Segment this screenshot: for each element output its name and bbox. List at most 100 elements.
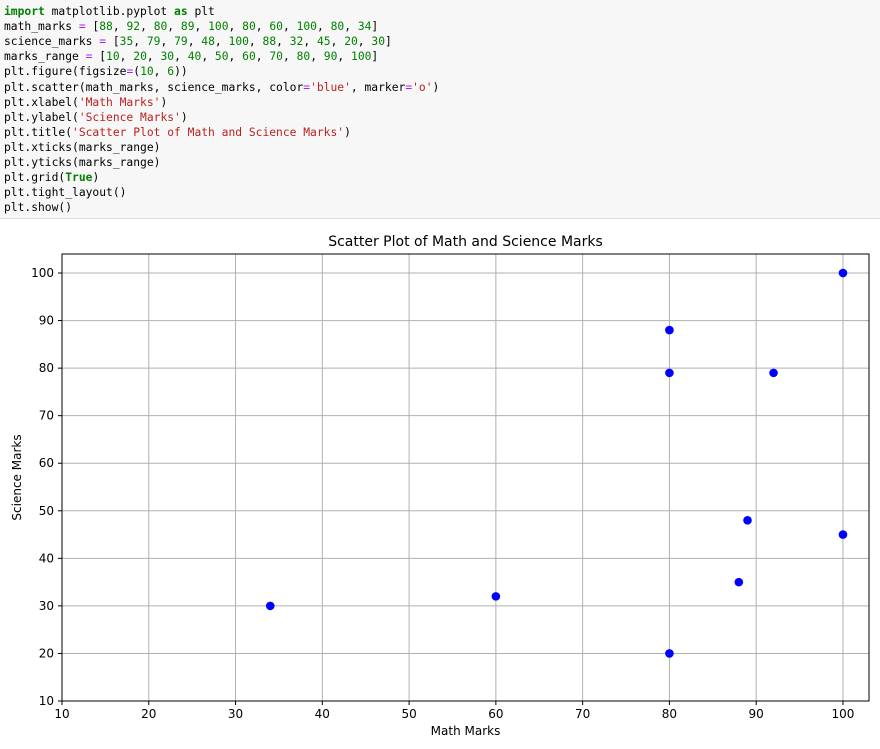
code-token: = xyxy=(303,80,311,94)
code-token: ) xyxy=(180,110,188,124)
code-token: 70 xyxy=(269,50,283,64)
code-token: 90 xyxy=(323,50,338,64)
code-token: 92 xyxy=(126,20,141,34)
code-token: , xyxy=(255,20,270,34)
scatter-point xyxy=(743,515,752,525)
code-token: 'Math Marks' xyxy=(78,95,161,109)
code-token: = xyxy=(78,20,86,34)
code-token: 89 xyxy=(180,20,195,34)
code-token: 6 xyxy=(167,65,175,79)
code-token: 79 xyxy=(146,35,161,49)
scatter-point xyxy=(491,592,501,601)
code-token: , xyxy=(316,20,331,34)
code-token: , xyxy=(160,35,175,49)
code-token: , xyxy=(330,35,345,49)
code-line: plt.xticks(marks_range) xyxy=(4,140,160,155)
code-token: 45 xyxy=(316,35,331,49)
code-token: science_marks xyxy=(4,35,100,49)
code-token: plt.grid( xyxy=(4,171,66,185)
code-line: plt.figure(figsize=(10, 6)) xyxy=(4,64,188,79)
code-token: , xyxy=(310,50,324,64)
code-token: plt xyxy=(187,5,215,18)
code-token: = xyxy=(99,35,107,49)
code-token: ( xyxy=(133,65,141,79)
scatter-point xyxy=(769,368,778,378)
x-tick-label: 70 xyxy=(575,707,590,721)
code-token: [ xyxy=(92,50,107,64)
code-token: 30 xyxy=(160,50,175,64)
code-token: 48 xyxy=(201,35,215,49)
code-token: plt.yticks(marks_range) xyxy=(4,156,161,169)
y-tick-label: 40 xyxy=(39,551,54,565)
code-token: plt.figure(figsize xyxy=(4,65,127,79)
code-line: plt.show() xyxy=(4,200,72,215)
code-token: , xyxy=(344,20,358,34)
code-token: , xyxy=(133,35,147,49)
y-axis-label: Science Marks xyxy=(10,434,24,520)
code-token: 100 xyxy=(228,35,249,49)
scatter-point xyxy=(838,530,848,539)
scatter-chart: 10 20 30 40 50 60 70 80 90 100 10 20 30 40 50 60 70 80 90 1… xyxy=(10,234,870,738)
code-token: [ xyxy=(106,35,120,49)
code-token: , xyxy=(248,35,263,49)
code-token: [ xyxy=(85,20,100,34)
code-token: , xyxy=(337,50,352,64)
code-token: , xyxy=(194,20,209,34)
plot-frame xyxy=(61,253,870,702)
code-line: plt.grid(True) xyxy=(4,170,99,185)
scatter-point xyxy=(734,577,744,587)
code-token: plt.xticks(marks_range) xyxy=(4,140,161,154)
scatter-point xyxy=(665,649,674,658)
code-token: , xyxy=(276,35,290,49)
x-tick-label: 30 xyxy=(228,707,243,721)
code-token: plt.title( xyxy=(4,125,73,139)
chart-title: Scatter Plot of Math and Science Marks xyxy=(328,234,603,250)
code-token: plt.show() xyxy=(4,201,73,215)
code-token: as xyxy=(174,5,188,18)
x-tick-label: 10 xyxy=(54,707,69,721)
code-token: 34 xyxy=(357,20,372,34)
code-token: 60 xyxy=(269,20,283,34)
y-tick-label: 20 xyxy=(39,646,54,660)
code-token: , marker xyxy=(350,80,406,94)
code-cell[interactable]: import matplotlib.pyplot as plt math_mark… xyxy=(0,0,880,219)
code-token: , xyxy=(153,65,168,79)
code-token: 88 xyxy=(262,35,277,49)
code-token: , xyxy=(214,35,229,49)
code-token: 40 xyxy=(187,50,202,64)
code-token: , xyxy=(255,50,270,64)
code-token: 100 xyxy=(351,50,372,64)
code-token: 'o' xyxy=(412,80,433,94)
y-tick-label: 90 xyxy=(39,314,54,328)
y-tick-label: 30 xyxy=(39,599,54,613)
code-token: = xyxy=(126,65,134,79)
code-token: 20 xyxy=(344,35,358,49)
code-token: , xyxy=(146,50,161,64)
code-token: 80 xyxy=(242,20,256,34)
code-token: , xyxy=(282,20,297,34)
code-token: plt.ylabel( xyxy=(4,110,79,124)
code-token: marks_range xyxy=(4,50,86,64)
code-token: 20 xyxy=(133,50,147,64)
y-tick-label: 60 xyxy=(39,456,54,470)
code-token: 80 xyxy=(330,20,345,34)
code-token: 'Science Marks' xyxy=(78,110,181,124)
code-token: , xyxy=(282,50,297,64)
code-token: 100 xyxy=(208,20,229,34)
code-token: ] xyxy=(385,35,392,49)
code-token: , xyxy=(112,20,127,34)
code-token: , xyxy=(174,50,188,64)
x-tick-label: 100 xyxy=(832,707,855,721)
code-token: ) xyxy=(344,125,351,139)
code-token: plt.tight_layout() xyxy=(4,186,127,200)
code-token: True xyxy=(65,171,93,185)
code-token: , xyxy=(201,50,215,64)
scatter-point xyxy=(265,601,275,611)
code-line: marks_range = [10, 20, 30, 40, 50, 60, 7… xyxy=(4,49,378,64)
code-token: ) xyxy=(432,80,440,94)
code-token: , xyxy=(140,20,154,34)
x-tick-label: 60 xyxy=(488,707,503,721)
code-token: ] xyxy=(371,50,379,64)
code-line: plt.title('Scatter Plot of Math and Scie… xyxy=(4,125,351,140)
code-token: = xyxy=(405,80,413,94)
